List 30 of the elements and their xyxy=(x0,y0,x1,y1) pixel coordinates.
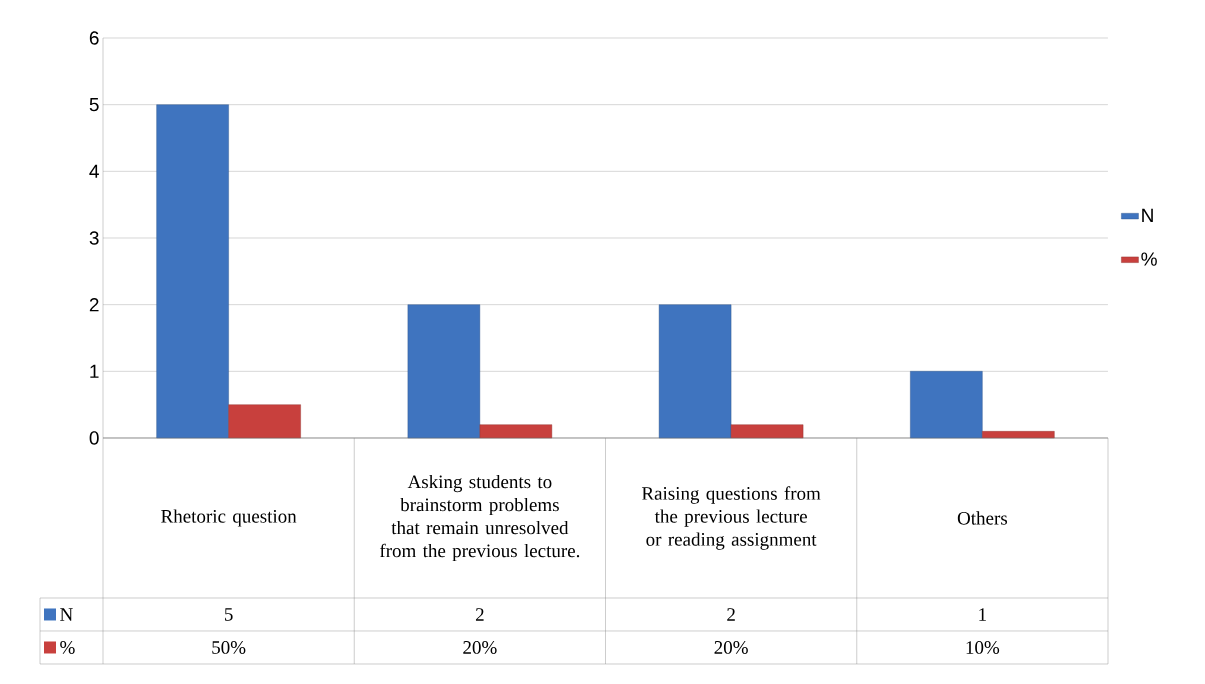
bar xyxy=(910,371,983,439)
y-tick-label: 5 xyxy=(89,98,99,112)
data-label: 10% xyxy=(966,641,1000,654)
y-tick-label: 1 xyxy=(90,364,99,378)
data-label: 2 xyxy=(475,608,484,621)
text: N xyxy=(60,608,73,621)
y-tick-label: 6 xyxy=(89,31,99,45)
bar xyxy=(479,424,553,439)
data-label: 2 xyxy=(727,608,735,621)
bar xyxy=(156,104,229,439)
y-tick-label: 4 xyxy=(89,164,99,178)
y-tick-label: 2 xyxy=(89,298,99,312)
bar xyxy=(658,304,732,439)
data-label: 5 xyxy=(224,608,233,621)
bar xyxy=(228,404,301,439)
bar xyxy=(730,424,804,439)
x-tick-label: Rhetoric question xyxy=(161,509,297,527)
x-tick-label: Asking students to brainstorm problems that remain unresolved from the previous lecture. xyxy=(379,474,580,562)
y-tick-label: 3 xyxy=(89,231,99,245)
legend-label: % xyxy=(1141,252,1157,266)
data-label: 20% xyxy=(714,641,748,654)
x-tick-label: Raising questions from the previous lecture or reading assignment xyxy=(641,486,821,550)
x-tick-label: Others xyxy=(957,511,1008,525)
legend-label: N xyxy=(1142,208,1153,222)
data-label: 1 xyxy=(979,608,986,621)
text: % xyxy=(60,641,75,654)
data-label: 20% xyxy=(463,641,497,654)
data-label: 50% xyxy=(212,641,246,654)
y-tick-label: 0 xyxy=(89,431,99,445)
bar xyxy=(407,304,481,439)
